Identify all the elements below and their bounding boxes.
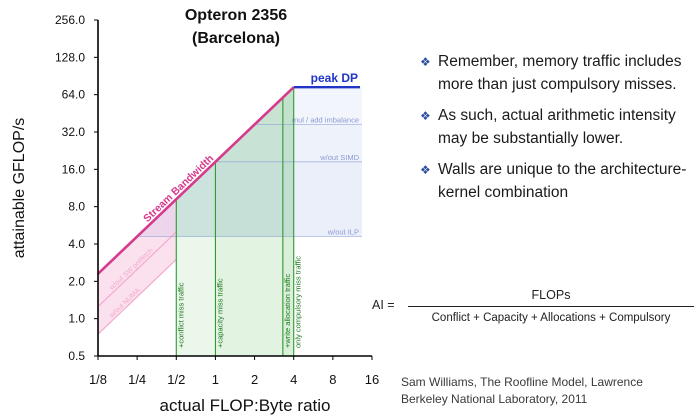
formula-lhs: AI = — [372, 298, 395, 312]
x-tick-label: 8 — [329, 372, 336, 387]
bullet-text: Remember, memory traffic includes more t… — [438, 53, 682, 93]
y-tick-label: 8.0 — [68, 200, 85, 214]
x-tick-label: 4 — [290, 372, 297, 387]
stream-bandwidth-line — [97, 86, 295, 275]
fraction-bar — [408, 306, 694, 307]
x-tick-label: 2 — [251, 372, 258, 387]
wall-label: +capacity miss traffic — [215, 278, 224, 348]
x-axis-title: actual FLOP:Byte ratio — [159, 396, 330, 415]
y-tick-label: 0.5 — [68, 349, 85, 363]
diamond-bullet-icon: ❖ — [420, 163, 431, 177]
bandwidth-ceiling-line — [97, 231, 177, 308]
wall-region — [282, 87, 294, 356]
x-tick-label: 1/2 — [167, 372, 185, 387]
ceiling-band — [137, 161, 362, 237]
bullet-item: ❖ Remember, memory traffic includes more… — [420, 50, 690, 96]
ceiling-label: w/out SIMD — [319, 153, 359, 162]
ceiling-band — [215, 124, 362, 162]
formula-denominator: Conflict + Capacity + Allocations + Comp… — [431, 312, 671, 324]
bullet-list: ❖ Remember, memory traffic includes more… — [420, 50, 690, 212]
y-tick-label: 128.0 — [55, 50, 85, 64]
bandwidth-ceiling-line — [97, 259, 177, 335]
citation: Sam Williams, The Roofline Model, Lawren… — [401, 374, 643, 408]
y-tick-label: 4.0 — [68, 237, 85, 251]
bullet-text: As such, actual arithmetic intensity may… — [438, 107, 676, 147]
y-tick-label: 1.0 — [68, 312, 85, 326]
ceiling-band — [254, 87, 362, 125]
y-tick-label: 64.0 — [62, 88, 86, 102]
wall-region — [176, 161, 216, 356]
x-tick-label: 1/8 — [89, 372, 107, 387]
arithmetic-intensity-formula: AI = FLOPs Conflict + Capacity + Allocat… — [372, 284, 694, 332]
y-tick-label: 16.0 — [62, 162, 86, 176]
bandwidth-ceiling-band — [98, 231, 177, 335]
chart-title: Opteron 2356 — [185, 7, 287, 24]
wall-label: only compulsory miss traffic — [294, 256, 303, 348]
citation-line: Berkeley National Laboratory, 2011 — [401, 392, 588, 406]
bullet-item: ❖ Walls are unique to the architecture-k… — [420, 158, 690, 204]
y-tick-label: 32.0 — [62, 125, 86, 139]
ceiling-label: w/out ILP — [327, 227, 359, 236]
bandwidth-ceiling-band — [98, 199, 177, 307]
peak-dp-label: peak DP — [311, 71, 358, 85]
y-axis-title: attainable GFLOP/s — [11, 118, 28, 259]
diamond-bullet-icon: ❖ — [420, 55, 431, 69]
chart-subtitle: (Barcelona) — [192, 30, 280, 47]
x-tick-label: 1/4 — [128, 372, 146, 387]
wall-label: +write allocation traffic — [283, 273, 292, 348]
diamond-bullet-icon: ❖ — [420, 109, 431, 123]
x-tick-label: 16 — [365, 372, 379, 387]
y-tick-label: 256.0 — [55, 13, 85, 27]
formula-numerator: FLOPs — [531, 288, 571, 302]
y-tick-label: 2.0 — [68, 274, 85, 288]
wall-label: +conflict miss traffic — [176, 282, 185, 348]
citation-line: Sam Williams, The Roofline Model, Lawren… — [401, 375, 643, 389]
bullet-text: Walls are unique to the architecture-ker… — [438, 161, 687, 201]
x-tick-label: 1 — [212, 372, 219, 387]
bullet-item: ❖ As such, actual arithmetic intensity m… — [420, 104, 690, 150]
ceiling-label: mul / add imbalance — [292, 115, 359, 124]
